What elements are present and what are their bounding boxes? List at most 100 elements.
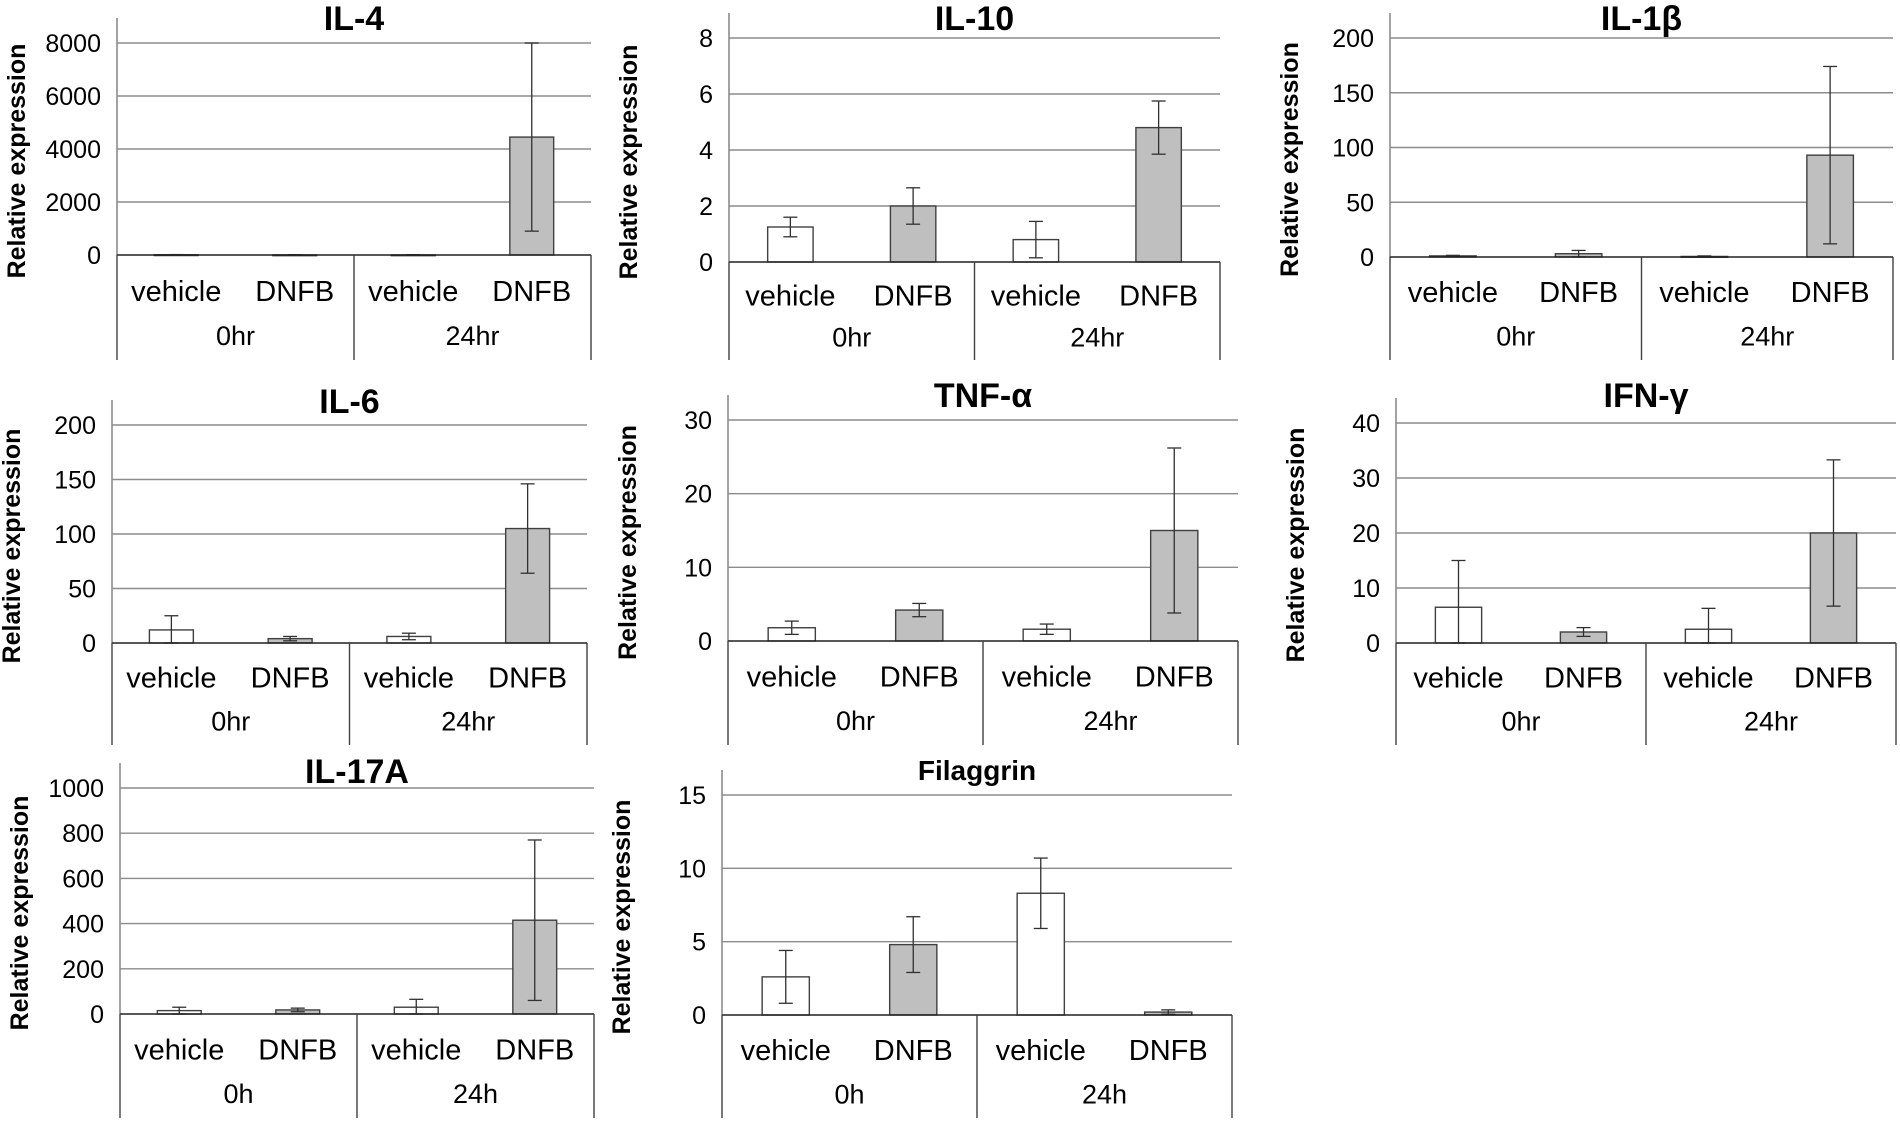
x-category-label: DNFB [495, 1034, 574, 1066]
x-category-label: DNFB [880, 661, 959, 693]
y-tick-label: 800 [62, 820, 104, 848]
x-group-label: 24hr [1744, 707, 1798, 737]
x-category-label: vehicle [1659, 277, 1749, 309]
x-category-label: DNFB [1135, 661, 1214, 693]
chart-panel: IL-6 0 50 100 150 200 Relative expression vehic… [0, 383, 588, 745]
y-tick-label: 20 [1352, 520, 1380, 548]
y-tick-label: 6 [699, 81, 713, 109]
y-axis-label: Relative expression [1276, 42, 1304, 277]
y-tick-label: 40 [1352, 410, 1380, 438]
y-tick-label: 600 [62, 865, 104, 893]
x-category-label: vehicle [131, 276, 221, 308]
y-axis-label: Relative expression [6, 796, 34, 1031]
x-category-label: DNFB [488, 663, 567, 695]
y-tick-label: 15 [678, 782, 706, 810]
x-category-label: vehicle [996, 1035, 1086, 1067]
x-category-label: DNFB [1119, 280, 1198, 312]
x-category-label: DNFB [1794, 663, 1873, 695]
x-category-label: DNFB [1791, 277, 1870, 309]
chart-title: IFN-γ [1604, 377, 1689, 415]
y-tick-label: 200 [1332, 25, 1374, 53]
chart-title: IL-6 [319, 383, 379, 421]
x-group-label: 0hr [832, 322, 871, 352]
x-group-label: 24hr [1070, 322, 1124, 352]
y-tick-label: 1000 [48, 775, 104, 803]
y-tick-label: 5 [692, 929, 706, 957]
y-axis-label: Relative expression [3, 44, 31, 279]
y-tick-label: 8 [699, 25, 713, 53]
y-tick-label: 20 [684, 481, 712, 509]
y-tick-label: 10 [1352, 575, 1380, 603]
x-group-label: 0hr [211, 707, 250, 737]
chart-panel: IL-4 0 2000 4000 6000 8000 Relative expression… [3, 0, 592, 360]
y-axis-label: Relative expression [608, 800, 636, 1035]
x-group-label: 24hr [441, 707, 495, 737]
chart-title: IL-1β [1601, 0, 1682, 38]
y-tick-label: 150 [1332, 80, 1374, 108]
chart-panel: Filaggrin 0 5 10 15 Relative expression vehicl… [608, 755, 1233, 1118]
chart-panel: IL-17A 0 200 400 600 800 1000 Relative expressi… [6, 753, 595, 1118]
y-tick-label: 0 [698, 628, 712, 656]
x-category-label: vehicle [126, 663, 216, 695]
y-tick-label: 200 [62, 956, 104, 984]
y-tick-label: 0 [90, 1001, 104, 1029]
y-tick-label: 0 [87, 242, 101, 270]
x-group-label: 0h [223, 1079, 253, 1109]
y-tick-label: 200 [54, 412, 96, 440]
y-tick-label: 10 [684, 554, 712, 582]
y-tick-label: 100 [1332, 135, 1374, 163]
y-tick-label: 30 [1352, 465, 1380, 493]
x-category-label: vehicle [1413, 663, 1503, 695]
x-category-label: vehicle [991, 280, 1081, 312]
y-tick-label: 2000 [45, 189, 101, 217]
x-group-label: 24h [1082, 1079, 1127, 1109]
x-category-label: vehicle [368, 276, 458, 308]
chart-title: IL-4 [324, 0, 385, 38]
x-category-label: DNFB [1129, 1035, 1208, 1067]
y-tick-label: 150 [54, 467, 96, 495]
x-category-label: vehicle [371, 1034, 461, 1066]
x-category-label: vehicle [741, 1035, 831, 1067]
y-axis-label: Relative expression [615, 45, 643, 280]
chart-title: IL-10 [935, 0, 1014, 38]
y-tick-label: 6000 [45, 83, 101, 111]
x-group-label: 0hr [216, 321, 255, 351]
y-tick-label: 50 [68, 576, 96, 604]
x-group-label: 24hr [1083, 706, 1137, 736]
x-group-label: 0h [834, 1079, 864, 1109]
y-tick-label: 10 [678, 855, 706, 883]
x-category-label: DNFB [251, 663, 330, 695]
x-group-label: 0hr [836, 706, 875, 736]
y-tick-label: 100 [54, 521, 96, 549]
y-axis-label: Relative expression [1282, 428, 1310, 663]
chart-title: TNF-α [934, 377, 1032, 415]
x-category-label: DNFB [258, 1034, 337, 1066]
x-category-label: DNFB [255, 276, 334, 308]
y-tick-label: 30 [684, 407, 712, 435]
x-category-label: vehicle [1663, 663, 1753, 695]
y-tick-label: 400 [62, 911, 104, 939]
x-category-label: vehicle [134, 1034, 224, 1066]
x-category-label: vehicle [1408, 277, 1498, 309]
x-category-label: DNFB [492, 276, 571, 308]
y-tick-label: 0 [699, 249, 713, 277]
chart-panel: IL-1β 0 50 100 150 200 Relative expression vehi… [1276, 0, 1894, 360]
x-category-label: vehicle [745, 280, 835, 312]
chart-title: Filaggrin [918, 755, 1036, 786]
y-axis-label: Relative expression [614, 425, 642, 660]
y-tick-label: 0 [82, 630, 96, 658]
y-tick-label: 8000 [45, 30, 101, 58]
y-tick-label: 50 [1346, 189, 1374, 217]
chart-panel: IFN-γ 0 10 20 30 40 Relative expression vehicle… [1282, 377, 1897, 745]
y-tick-label: 4000 [45, 136, 101, 164]
x-category-label: DNFB [1544, 663, 1623, 695]
x-category-label: DNFB [1539, 277, 1618, 309]
x-category-label: DNFB [874, 1035, 953, 1067]
x-group-label: 0hr [1501, 707, 1540, 737]
chart-panel: IL-10 0 2 4 6 8 Relative expression vehicle DNFB… [615, 0, 1221, 360]
y-tick-label: 0 [1360, 244, 1374, 272]
y-tick-label: 2 [699, 193, 713, 221]
chart-panel: TNF-α 0 10 20 30 Relative expression vehicle DN… [614, 377, 1239, 745]
x-category-label: vehicle [1002, 661, 1092, 693]
